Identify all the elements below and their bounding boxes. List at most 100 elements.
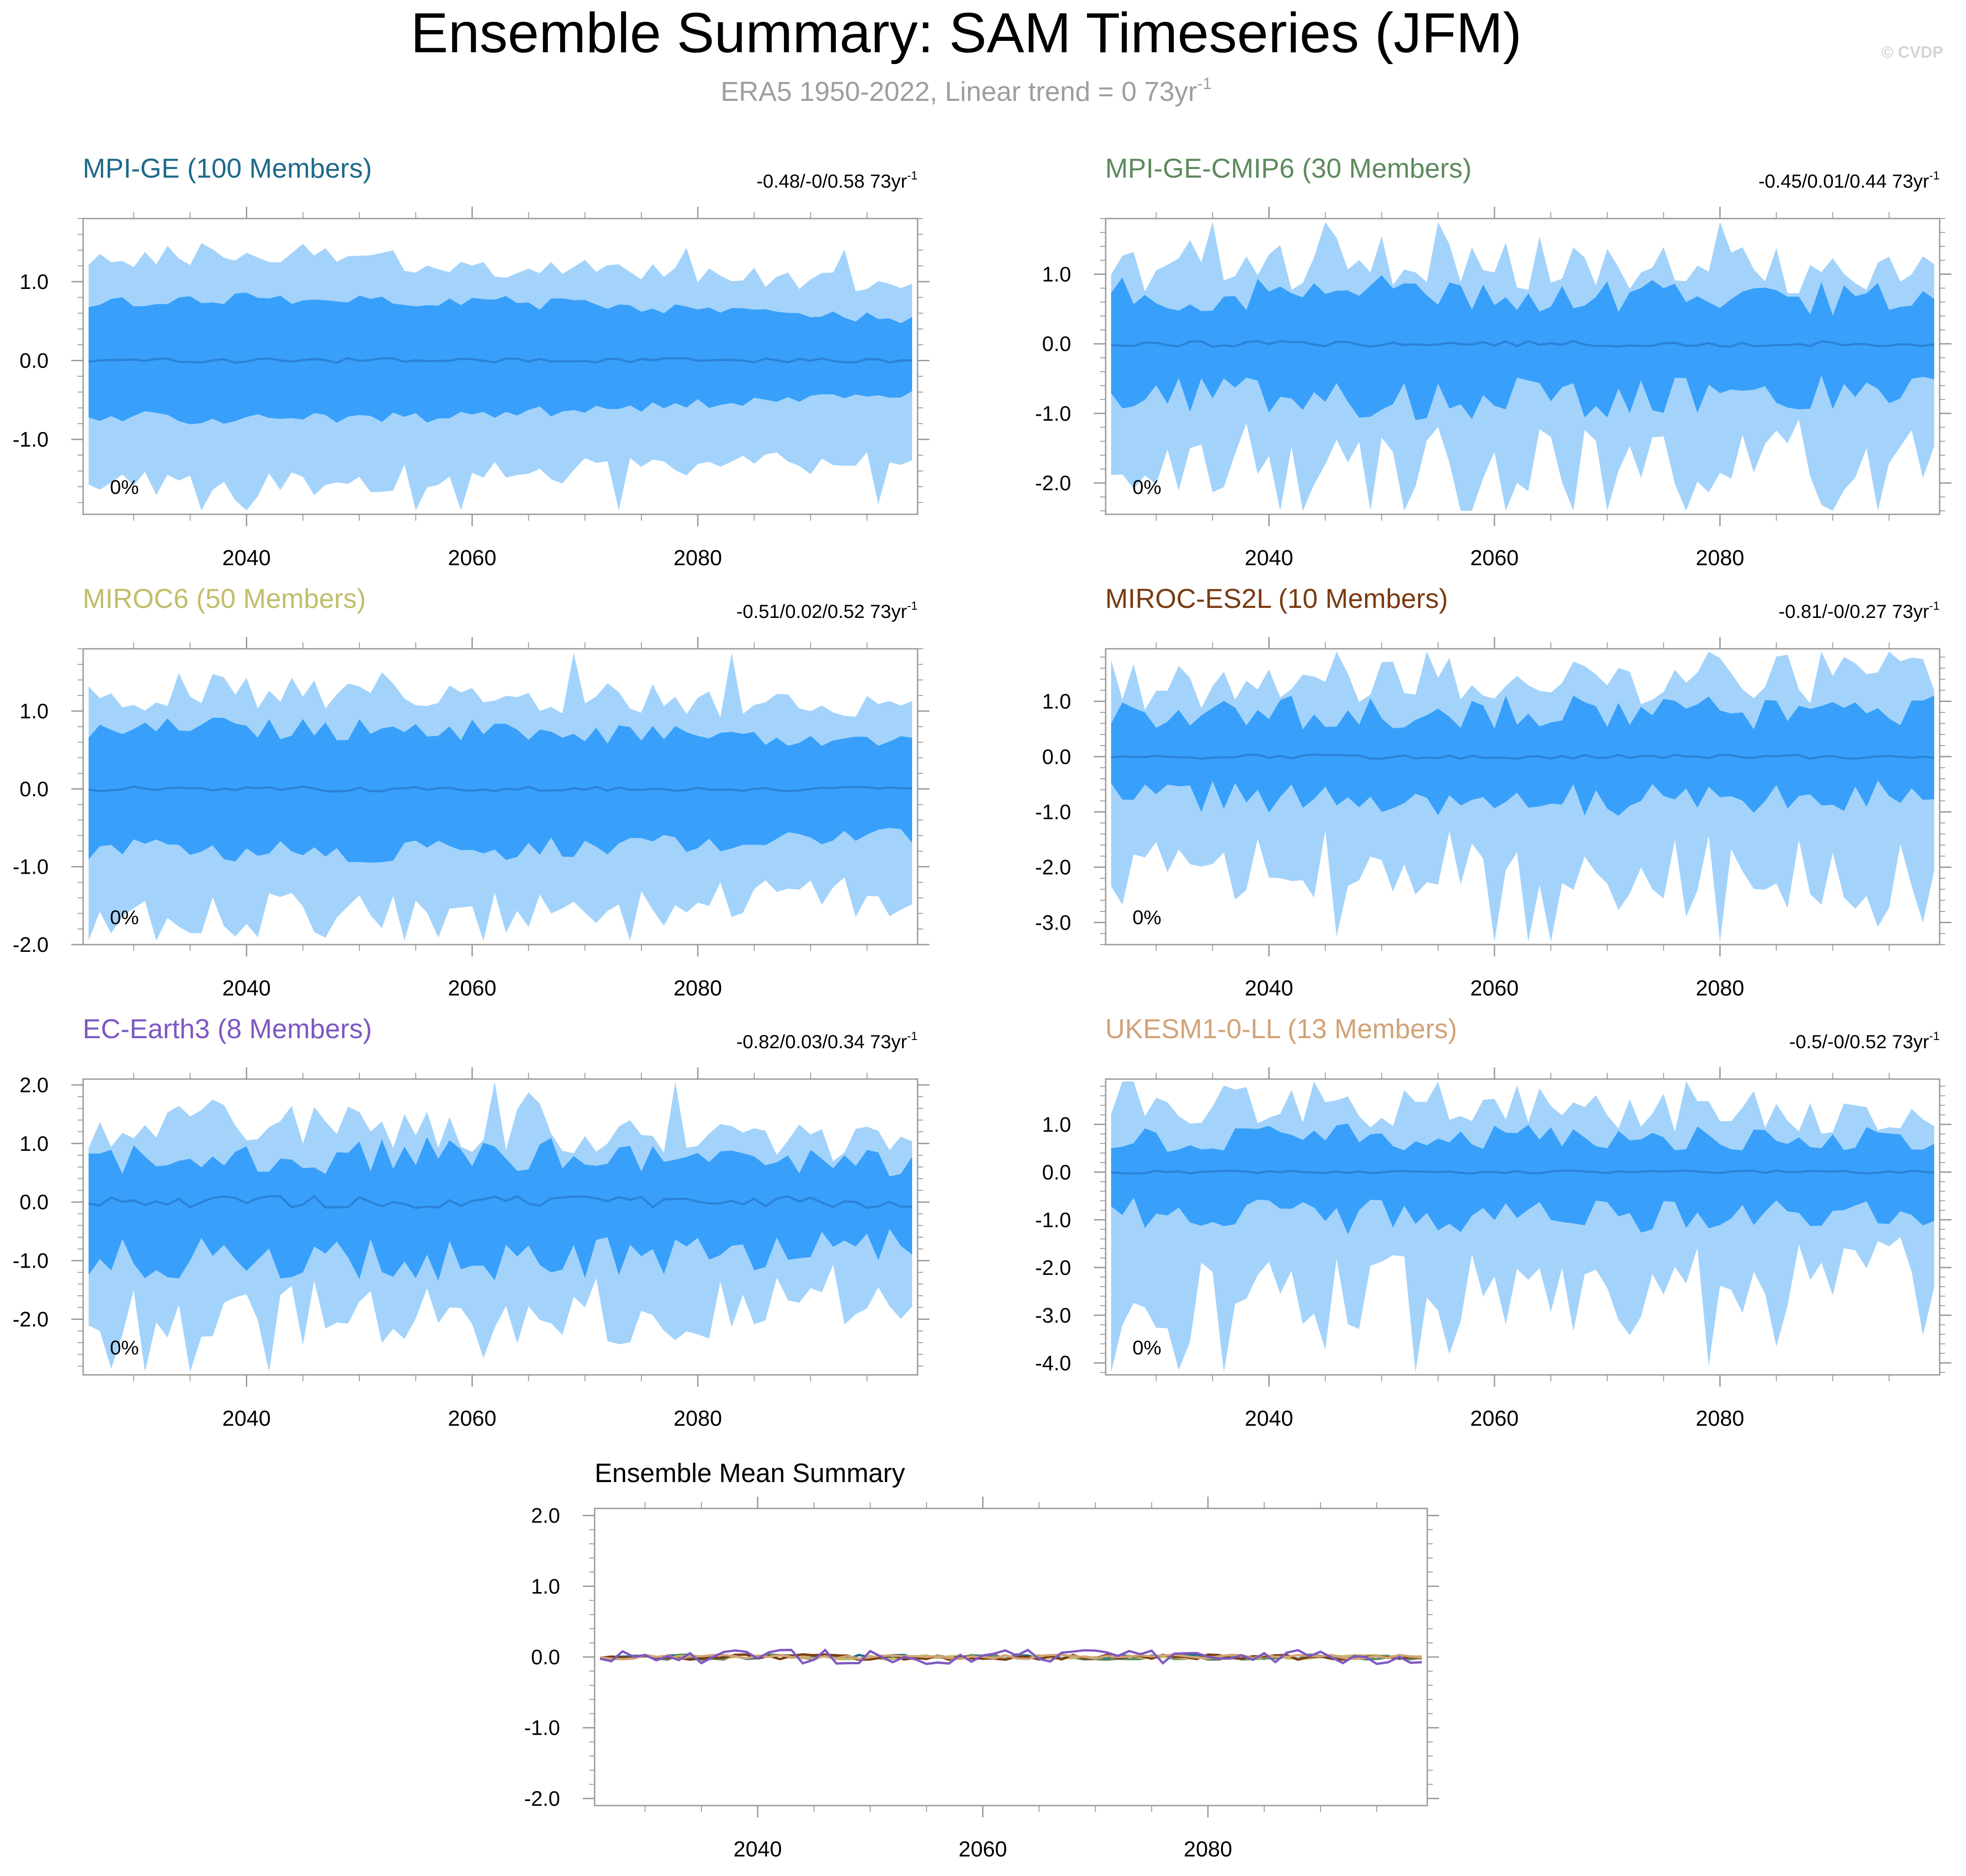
y-tick-label: -1.0: [1035, 402, 1071, 425]
y-tick-label: -2.0: [13, 933, 49, 956]
x-tick-label: 2060: [958, 1837, 1007, 1861]
percent-label: 0%: [110, 476, 139, 498]
panels: 1.0 0.0 -1.0 2040 2060 2080 MPI-GE (100 Member…: [13, 153, 1951, 1861]
inner-percentile-band: [89, 1137, 912, 1281]
panel-title: MPI-GE (100 Members): [83, 153, 372, 184]
x-tick-label: 2040: [222, 1407, 271, 1431]
ensemble-mean-line: [88, 785, 913, 792]
y-tick-label: 2.0: [531, 1504, 560, 1528]
y-tick-label: 1.0: [20, 1132, 49, 1155]
model-panel: 1.0 0.0 -1.0 -2.0 -3.0 2040 2060 2080 MIROC-ES2L…: [1035, 583, 1951, 1000]
y-tick-label: -1.0: [13, 855, 49, 879]
y-tick-label: 1.0: [1042, 263, 1071, 286]
mean-series-ukesm1-0-ll: [600, 1653, 1422, 1661]
y-tick-label: 1.0: [1042, 690, 1071, 713]
y-tick-label: -1.0: [13, 428, 49, 451]
y-tick-label: 0.0: [20, 1190, 49, 1214]
trend-range: -0.51/0.02/0.52 73yr-1: [736, 599, 918, 622]
y-tick-label: 1.0: [20, 270, 49, 294]
figure-subtitle: ERA5 1950-2022, Linear trend = 0 73yr-1: [720, 74, 1211, 107]
y-tick-label: -1.0: [13, 1249, 49, 1273]
ensemble-mean-line: [88, 357, 913, 364]
plot-frame: [82, 1078, 918, 1376]
plot-frame: [1105, 218, 1941, 515]
ensemble-mean-line: [1111, 340, 1935, 348]
x-tick-label: 2060: [1470, 546, 1519, 570]
ensemble-mean-line: [1111, 753, 1935, 760]
ensemble-mean-line: [1111, 1169, 1935, 1175]
cvdp-watermark: © CVDP: [1881, 43, 1943, 61]
x-tick-label: 2080: [674, 1407, 722, 1431]
x-tick-label: 2040: [734, 1837, 782, 1861]
outer-percentile-band: [1111, 1081, 1934, 1373]
mean-series-ec-earth3: [600, 1648, 1422, 1665]
inner-percentile-band: [1111, 275, 1934, 420]
y-tick-label: -1.0: [524, 1716, 560, 1740]
percent-label: 0%: [1132, 1337, 1162, 1359]
percent-label: 0%: [1132, 476, 1162, 498]
model-panel: 2.0 1.0 0.0 -1.0 -2.0 2040 2060 2080 EC-Earth3 (…: [13, 1014, 929, 1431]
y-tick-label: 1.0: [20, 699, 49, 723]
trend-range: -0.81/-0/0.27 73yr-1: [1778, 599, 1940, 622]
trend-range: -0.45/0.01/0.44 73yr-1: [1758, 169, 1940, 192]
y-tick-label: -2.0: [13, 1308, 49, 1331]
x-tick-label: 2080: [1184, 1837, 1232, 1861]
percent-label: 0%: [1132, 906, 1162, 929]
x-tick-label: 2040: [1245, 1407, 1293, 1431]
model-panel: 1.0 0.0 -1.0 2040 2060 2080 MPI-GE (100 Member…: [13, 153, 929, 570]
y-tick-label: 0.0: [531, 1645, 560, 1669]
trend-range: -0.48/-0/0.58 73yr-1: [756, 169, 918, 192]
x-tick-label: 2080: [674, 546, 722, 570]
panel-title: MIROC6 (50 Members): [83, 583, 366, 614]
x-tick-label: 2040: [1245, 546, 1293, 570]
y-tick-label: -4.0: [1035, 1351, 1071, 1375]
y-tick-label: -1.0: [1035, 1208, 1071, 1232]
x-tick-label: 2060: [1470, 1407, 1519, 1431]
y-tick-label: 0.0: [20, 777, 49, 801]
y-tick-label: -2.0: [1035, 471, 1071, 495]
y-tick-label: 0.0: [1042, 1160, 1071, 1184]
panel-title: MIROC-ES2L (10 Members): [1105, 583, 1448, 614]
x-tick-label: 2060: [448, 1407, 496, 1431]
model-panel: 1.0 0.0 -1.0 -2.0 -3.0 -4.0 2040 2060 2080 UKESM1…: [1035, 1014, 1951, 1431]
subtitle-superscript: -1: [1197, 74, 1212, 93]
y-tick-label: -2.0: [1035, 1256, 1071, 1279]
y-tick-label: 1.0: [531, 1574, 560, 1598]
y-tick-label: 0.0: [20, 348, 49, 372]
y-tick-label: -3.0: [1035, 911, 1071, 934]
y-tick-label: 2.0: [20, 1073, 49, 1097]
x-tick-label: 2060: [448, 976, 496, 1000]
y-tick-label: -2.0: [524, 1786, 560, 1810]
percent-label: 0%: [110, 906, 139, 929]
ensemble-mean-panel: 2.0 1.0 0.0 -1.0 -2.0 2040 2060 2080 Ensemble Me…: [524, 1458, 1439, 1861]
ensemble-mean-line: [88, 1194, 913, 1209]
plot-frame: [82, 648, 918, 945]
plot-frame: [1105, 1078, 1941, 1376]
inner-percentile-band: [1111, 1124, 1934, 1234]
inner-percentile-band: [89, 292, 912, 424]
panel-title: MPI-GE-CMIP6 (30 Members): [1105, 153, 1472, 184]
y-tick-label: -1.0: [1035, 800, 1071, 824]
plot-frame: [1105, 648, 1941, 945]
panel-title: Ensemble Mean Summary: [595, 1458, 905, 1488]
model-panel: 1.0 0.0 -1.0 -2.0 2040 2060 2080 MPI-GE-CMIP6 (…: [1035, 153, 1951, 570]
model-panel: 1.0 0.0 -1.0 -2.0 2040 2060 2080 MIROC6 (50 Mem…: [13, 583, 929, 1000]
x-tick-label: 2080: [1696, 976, 1744, 1000]
y-tick-label: 0.0: [1042, 332, 1071, 356]
subtitle-text: ERA5 1950-2022, Linear trend = 0 73yr: [720, 76, 1197, 107]
trend-range: -0.5/-0/0.52 73yr-1: [1789, 1029, 1940, 1052]
plot-frame: [82, 218, 918, 515]
x-tick-label: 2080: [1696, 546, 1744, 570]
percent-label: 0%: [110, 1337, 139, 1359]
y-tick-label: 0.0: [1042, 745, 1071, 768]
trend-range: -0.82/0.03/0.34 73yr-1: [736, 1029, 918, 1052]
x-tick-label: 2060: [448, 546, 496, 570]
figure-title: Ensemble Summary: SAM Timeseries (JFM): [411, 2, 1522, 65]
inner-percentile-band: [1111, 696, 1934, 816]
panel-title: UKESM1-0-LL (13 Members): [1105, 1014, 1457, 1044]
x-tick-label: 2080: [1696, 1407, 1744, 1431]
y-tick-label: -2.0: [1035, 856, 1071, 879]
panel-title: EC-Earth3 (8 Members): [83, 1014, 372, 1044]
y-tick-label: -3.0: [1035, 1304, 1071, 1327]
